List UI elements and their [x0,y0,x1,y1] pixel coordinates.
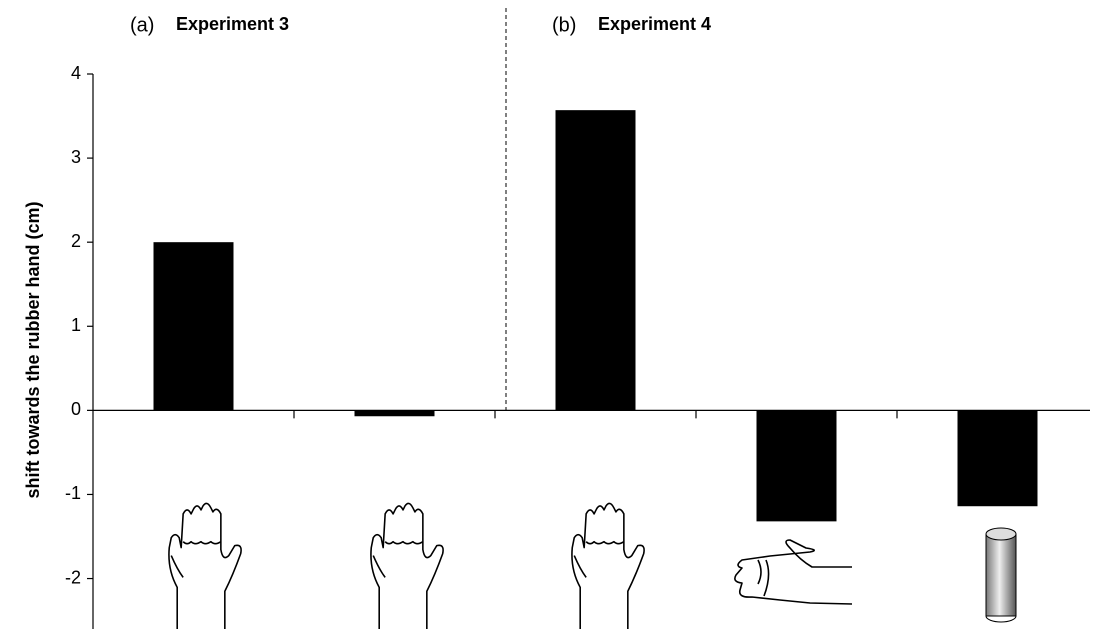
hand-icon [371,503,443,629]
y-tick-label: -2 [65,567,81,587]
y-tick-label: 1 [71,315,81,335]
y-tick-label: 3 [71,147,81,167]
panel-letter: (b) [552,14,576,36]
y-axis-title: shift towards the rubber hand (cm) [23,201,43,498]
hand-icon [169,503,241,629]
cylinder-icon [986,528,1016,622]
bar [958,410,1038,506]
y-tick-label: 2 [71,231,81,251]
hand-icon [572,503,644,629]
bar [757,410,837,521]
bar [355,410,435,416]
icons [169,503,1016,629]
y-tick-label: 4 [71,63,81,83]
y-tick-label: 0 [71,399,81,419]
panel-letter: (a) [130,14,154,36]
bar [154,242,234,410]
panel-title: Experiment 3 [176,14,289,34]
chart: shift towards the rubber hand (cm) (a) E… [0,0,1096,629]
flat-hand-icon [735,540,852,604]
bar [556,110,636,410]
y-tick-label: -1 [65,483,81,503]
panel-title: Experiment 4 [598,14,711,34]
